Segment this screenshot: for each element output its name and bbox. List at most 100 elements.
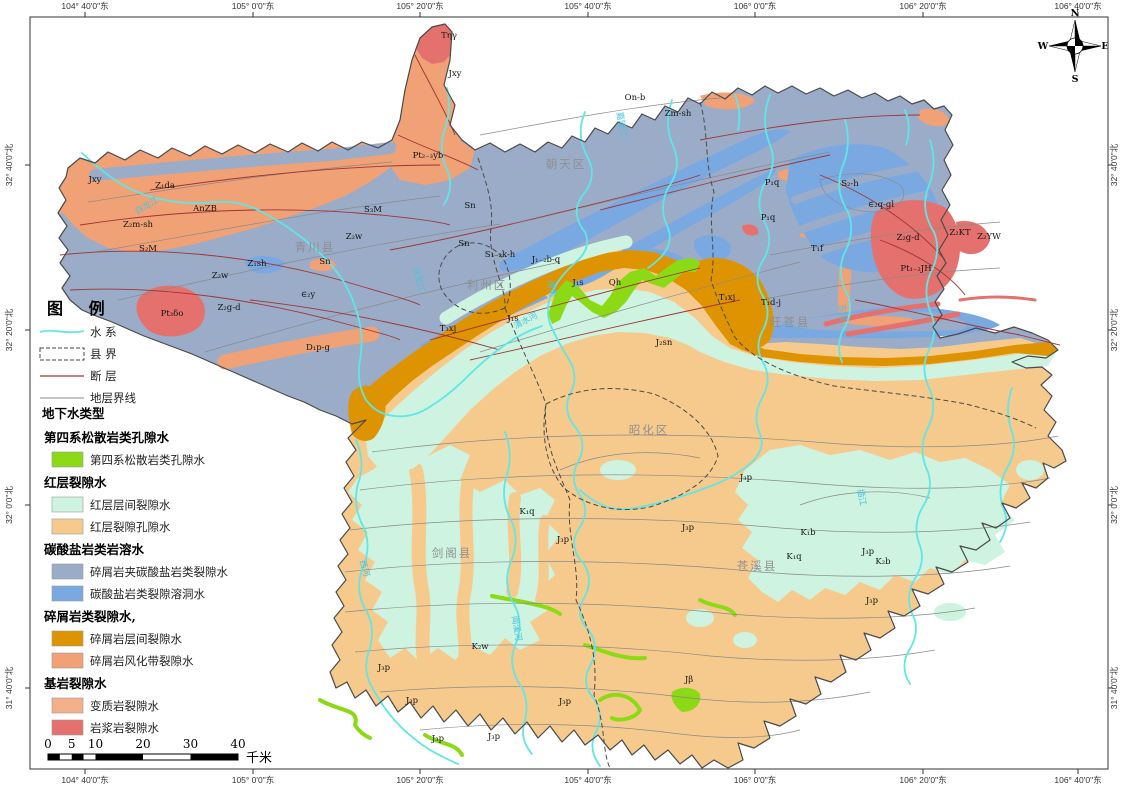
river-name-label: 插江 [854, 488, 868, 507]
river-name-label: 西河 [357, 559, 372, 579]
legend-group-heading: 基岩裂隙水 [43, 676, 107, 691]
mint-band-north [439, 235, 633, 325]
legend: 图 例水 系县 界断 层地层界线地下水类型第四系松散岩类孔隙水第四系松散岩类孔隙… [39, 299, 228, 736]
river-name-label: 东河 [836, 304, 848, 322]
longitude-label-bottom: 106° 40'0"东 [1054, 775, 1101, 785]
geo-unit-label: Z₂g-d [217, 303, 241, 313]
scalebar-segment [95, 754, 143, 760]
county-name-label: 利州区 [467, 278, 508, 292]
geo-unit-label: T₁f [811, 244, 824, 254]
legend-item-label: 岩浆岩裂隙水 [90, 721, 159, 735]
geo-unit-label: J₃p [556, 535, 570, 545]
compass-rose-icon: N S W E [1037, 8, 1109, 85]
scalebar-segment [190, 754, 238, 760]
legend-county-box [39, 347, 85, 361]
scalebar-tick-label: 40 [230, 737, 245, 751]
river-name-label: 南河 [545, 280, 557, 298]
bluegray-band-nw [89, 142, 396, 181]
red-stripes [823, 295, 1037, 337]
jurassic-green-patch [671, 687, 701, 712]
geo-unit-label: S₃M [364, 205, 382, 215]
geo-unit-label: K₂b [875, 557, 891, 567]
scalebar-segment [48, 754, 60, 760]
rivers [81, 87, 1015, 767]
map-neatline [29, 16, 1109, 770]
legend-item-label: 红层裂隙孔隙水 [90, 520, 171, 534]
legend-group-heading: 第四系松散岩类孔隙水 [44, 430, 170, 445]
longitude-label-top: 105° 0'0"东 [232, 1, 275, 11]
geo-unit-label: S₂-h [841, 179, 859, 189]
legend-group-heading: 碳酸盐岩类岩溶水 [44, 542, 145, 557]
geo-unit-label: J₃p [487, 732, 501, 742]
fault-lines [59, 54, 1061, 361]
geo-unit-label: J₃p [377, 663, 391, 673]
geo-unit-label: J₁s [506, 314, 518, 324]
latitude-label-right: 31° 40'0"北 [1109, 666, 1119, 709]
longitude-label-bottom: 106° 20'0"东 [899, 775, 946, 785]
legend-item-label: 碎屑岩风化带裂隙水 [90, 654, 194, 668]
geo-unit-label: T₁xj [719, 293, 736, 303]
longitude-label-top: 104° 40'0"东 [61, 1, 108, 11]
scalebar-segment [59, 754, 72, 760]
geo-unit-label: Jxy [447, 69, 461, 79]
county-boundaries [438, 101, 1037, 769]
legend-swatch [51, 518, 84, 535]
legend-line-item-label: 断 层 [90, 369, 117, 383]
scalebar-outline [47, 753, 239, 761]
scalebar-tick-label: 0 [44, 737, 52, 751]
geo-unit-label: K₁q [519, 507, 535, 517]
scalebar-unit: 千米 [246, 751, 272, 766]
scalebar-segment [71, 754, 84, 760]
map-body [57, 23, 1067, 769]
county-name-label: 旺苍县 [770, 315, 811, 329]
amber-clastic-band [348, 250, 1058, 441]
compass-e-label: E [1101, 41, 1108, 52]
longitude-label-top: 106° 0'0"东 [734, 1, 777, 11]
map-frame: 104° 40'0"东 104° 40'0"东 105° 0'0"东 105° 0'0… [4, 1, 1119, 785]
geo-unit-label: P₁q [761, 213, 776, 223]
latitude-label-left: 31° 40'0"北 [4, 666, 14, 709]
legend-swatch [51, 719, 84, 736]
legend-item-label: 变质岩裂隙水 [90, 699, 159, 713]
geo-unit-label: Zm-sh [665, 109, 692, 119]
compass-s-label: S [1072, 74, 1079, 85]
county-name-label: 昭化区 [629, 423, 670, 437]
geo-unit-label: Qh [609, 278, 622, 288]
compass-w-label: W [1037, 41, 1049, 52]
scalebar-tick-label: 10 [88, 737, 103, 751]
latitude-label-left: 32° 40'0"北 [4, 143, 14, 186]
geo-unit-label: Jxy [87, 175, 101, 185]
geo-unit-label: Z₂w [346, 232, 363, 242]
geo-unit-label: Pt₁₋₂JH [900, 264, 931, 274]
longitude-label-bottom: 105° 0'0"东 [232, 775, 275, 785]
scalebar-tick-label: 5 [68, 737, 76, 751]
legend-item-label: 红层层间裂隙水 [90, 498, 171, 512]
longitude-label-top: 106° 40'0"东 [1054, 1, 1101, 11]
geo-unit-label: Z₂w [212, 271, 229, 281]
geo-unit-label: J₃p [405, 696, 419, 706]
legend-swatch [51, 585, 84, 602]
geo-unit-label: J₁₋₂b-q [531, 255, 561, 265]
geo-unit-label: On-b [625, 93, 646, 103]
geo-unit-label: Tηγ [441, 31, 457, 41]
legend-swatch [51, 563, 84, 580]
legend-line-item-label: 地层界线 [90, 391, 136, 405]
geo-unit-label: Z₁da [155, 181, 175, 191]
geo-unit-label: D₁p-g [306, 343, 331, 353]
region-outline [57, 23, 1067, 769]
legend-item-label: 碳酸盐岩类裂隙溶洞水 [90, 587, 205, 601]
geo-unit-label: Pt₂₋₃yb [413, 151, 444, 161]
quaternary-green-ribbon [548, 258, 700, 324]
longitude-label-top: 106° 20'0"东 [899, 1, 946, 11]
river-name-label: 闻溪河 [509, 615, 524, 643]
geo-unit-label: K₁q [786, 552, 802, 562]
legend-item-label: 第四系松散岩类孔隙水 [90, 453, 205, 467]
scalebar-tick-label: 30 [183, 737, 198, 751]
compass-n-label: N [1071, 8, 1080, 19]
longitude-label-bottom: 105° 20'0"东 [396, 775, 443, 785]
geo-unit-label: J₁s [571, 278, 583, 288]
legend-title: 图 例 [47, 299, 115, 318]
legend-groundwater-title: 地下水类型 [42, 406, 105, 421]
